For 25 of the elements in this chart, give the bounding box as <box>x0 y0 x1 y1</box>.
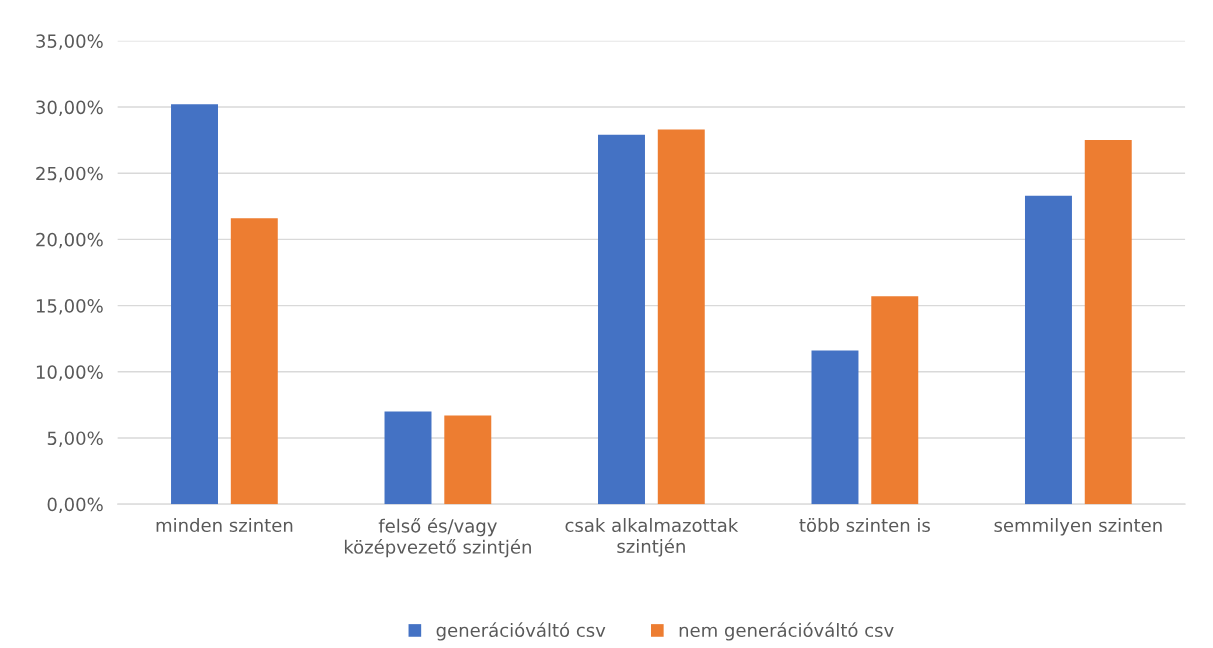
x-tick-label: felső és/vagy középvezető szintjén <box>344 518 531 558</box>
x-tick-label: semmilyen szinten <box>994 518 1162 536</box>
legend-label: nem generációváltó csv <box>679 622 894 641</box>
y-tick-label: 30,00% <box>36 100 103 116</box>
legend-label: generációváltó csv <box>436 622 606 641</box>
bar <box>598 134 645 505</box>
y-tick-label: 15,00% <box>36 299 103 315</box>
x-tick-label: több szinten is <box>799 518 930 533</box>
bar <box>1024 195 1072 505</box>
bar <box>811 350 859 505</box>
y-tick-label: 20,00% <box>36 232 103 249</box>
y-tick-label: 0,00% <box>47 497 103 514</box>
x-tick-label: minden szinten <box>156 518 293 533</box>
bar <box>444 415 492 505</box>
bar <box>1084 140 1132 505</box>
x-tick-label: csak alkalmazottak szintjén <box>565 518 739 557</box>
bar <box>230 218 278 505</box>
bar <box>871 296 919 505</box>
bar <box>384 411 432 505</box>
y-tick-label: 10,00% <box>36 365 103 381</box>
bar <box>657 129 705 505</box>
bar <box>171 104 218 505</box>
y-tick-label: 5,00% <box>47 431 103 447</box>
y-tick-label: 25,00% <box>36 166 103 183</box>
y-tick-label: 35,00% <box>36 34 103 50</box>
